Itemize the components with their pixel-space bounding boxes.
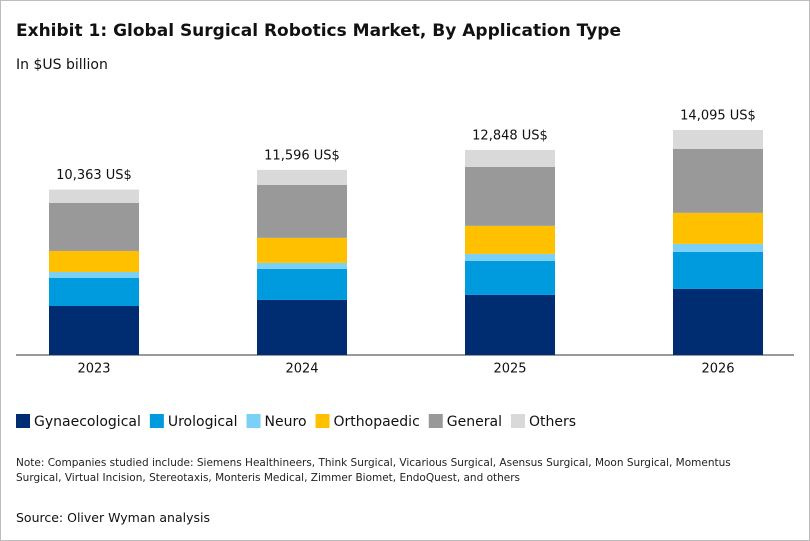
legend-swatch [510,414,525,428]
bar-segment [49,271,139,278]
bar-segment [465,294,555,355]
x-tick-label: 2024 [285,362,318,377]
legend-swatch [315,414,330,428]
bar-segment [465,260,555,295]
chart-title: Exhibit 1: Global Surgical Robotics Mark… [16,21,621,41]
bar-segment [257,169,347,185]
note: Note: Companies studied include: Siemens… [16,457,731,484]
bar-segment [673,288,763,355]
bar-segment [673,148,763,213]
bar-segment [673,243,763,252]
legend-label: Gynaecological [34,414,141,430]
bar-segment [465,253,555,261]
bar-segment [673,130,763,149]
total-label: 11,596 US$ [264,148,340,163]
legend-label: Urological [168,414,238,430]
legend-swatch [149,414,164,428]
bar-segment [257,268,347,300]
legend-swatch [16,414,30,428]
bar-segment [673,212,763,244]
bar-segment [49,305,139,355]
x-tick-label: 2025 [493,362,526,377]
legend-swatch [428,414,443,428]
chart-subtitle: In $US billion [16,57,108,73]
bar-segment [465,149,555,167]
legend-label: Orthopaedic [334,414,420,430]
x-tick-label: 2026 [701,362,734,377]
source: Source: Oliver Wyman analysis [16,510,210,525]
bar-segment [465,166,555,226]
bar-segment [257,184,347,238]
bar-segment [673,251,763,289]
bar-segment [257,262,347,269]
bar-segment [49,189,139,203]
legend-label: Neuro [265,414,307,430]
chart: Exhibit 1: Global Surgical Robotics Mark… [16,21,794,430]
legend-swatch [246,414,261,428]
bar-segment [49,277,139,306]
total-label: 12,848 US$ [472,128,548,143]
total-label: 10,363 US$ [56,168,132,183]
bar-segment [257,237,347,263]
bar-segment [257,299,347,355]
bar-segment [465,225,555,254]
legend-label: General [447,414,502,430]
bar-segment [49,250,139,272]
legend-label: Others [529,414,576,430]
x-tick-label: 2023 [77,362,110,377]
bar-segment [49,202,139,251]
total-label: 14,095 US$ [680,109,756,124]
